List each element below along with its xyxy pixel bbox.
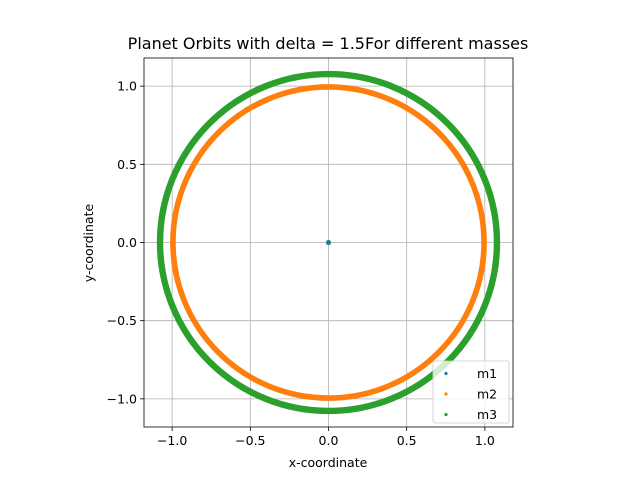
legend: m1 m2 m3: [432, 360, 510, 424]
y-tick-label: −1.0: [107, 391, 137, 406]
y-tick-label: 0.0: [117, 235, 137, 250]
y-tick-label: −0.5: [107, 313, 137, 328]
orbit-m3: [156, 70, 501, 415]
y-axis-label: y-coordinate: [81, 204, 96, 283]
y-tick-label: 0.5: [117, 157, 137, 172]
x-tick-label: −0.5: [235, 433, 265, 448]
legend-marker-m1: [444, 371, 448, 376]
series-layer: [156, 70, 501, 415]
orbit-m2: [170, 84, 487, 401]
legend-label-m2: m2: [477, 387, 497, 402]
ticks: −1.0 −0.5 0.0 0.5 1.0 −1.0 −0.5 0.0 0.5 1.0: [107, 79, 495, 448]
x-axis-label: x-coordinate: [289, 455, 368, 470]
legend-marker-m2: [444, 392, 448, 396]
legend-label-m1: m1: [477, 366, 497, 381]
legend-box: [432, 360, 510, 424]
x-tick-label: 0.0: [319, 433, 339, 448]
x-tick-label: 0.5: [397, 433, 417, 448]
legend-label-m3: m3: [477, 407, 497, 422]
y-tick-label: 1.0: [117, 79, 137, 94]
x-tick-label: −1.0: [157, 433, 187, 448]
x-tick-label: 1.0: [475, 433, 495, 448]
point-m1: [325, 239, 332, 246]
chart-title: Planet Orbits with delta = 1.5For differ…: [128, 34, 529, 53]
legend-marker-m3: [444, 412, 448, 417]
